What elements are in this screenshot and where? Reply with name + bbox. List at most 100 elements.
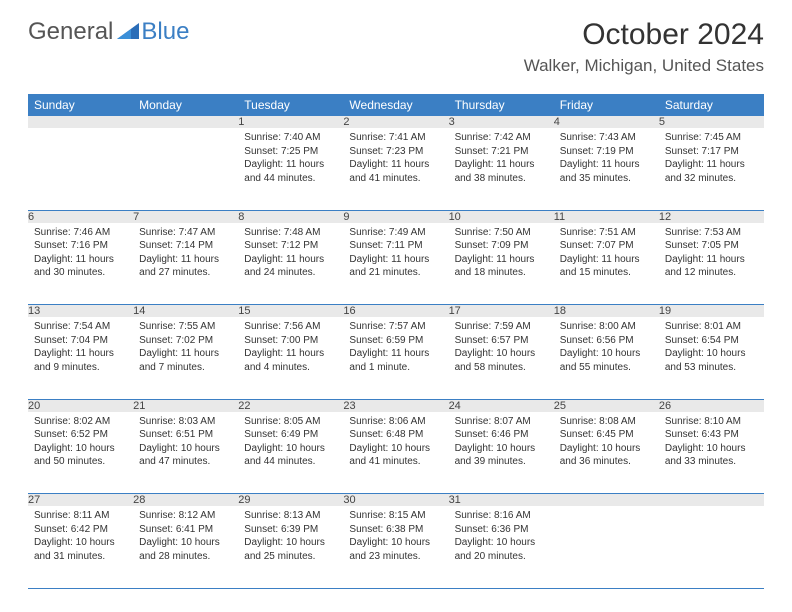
calendar-table: SundayMondayTuesdayWednesdayThursdayFrid… [28, 94, 764, 589]
logo-triangle-icon [117, 23, 139, 41]
day-details: Sunrise: 7:43 AMSunset: 7:19 PMDaylight:… [554, 128, 659, 189]
day-number: 27 [28, 494, 133, 507]
logo-text-general: General [28, 18, 113, 46]
day-number: 4 [554, 116, 659, 128]
empty-day-cell [133, 128, 238, 210]
day-details: Sunrise: 7:55 AMSunset: 7:02 PMDaylight:… [133, 317, 238, 378]
day-number: 19 [659, 305, 764, 318]
weekday-header: Friday [554, 94, 659, 116]
day-cell: Sunrise: 8:08 AMSunset: 6:45 PMDaylight:… [554, 412, 659, 494]
day-cell: Sunrise: 7:41 AMSunset: 7:23 PMDaylight:… [343, 128, 448, 210]
day-details: Sunrise: 7:40 AMSunset: 7:25 PMDaylight:… [238, 128, 343, 189]
empty-day-cell [28, 128, 133, 210]
day-number: 16 [343, 305, 448, 318]
day-details: Sunrise: 8:01 AMSunset: 6:54 PMDaylight:… [659, 317, 764, 378]
day-details: Sunrise: 8:08 AMSunset: 6:45 PMDaylight:… [554, 412, 659, 473]
day-body-row: Sunrise: 8:02 AMSunset: 6:52 PMDaylight:… [28, 412, 764, 494]
day-cell: Sunrise: 7:57 AMSunset: 6:59 PMDaylight:… [343, 317, 448, 399]
day-number-row: 12345 [28, 116, 764, 128]
day-number: 17 [449, 305, 554, 318]
day-number: 14 [133, 305, 238, 318]
day-cell: Sunrise: 8:10 AMSunset: 6:43 PMDaylight:… [659, 412, 764, 494]
weekday-header: Tuesday [238, 94, 343, 116]
header: General Blue October 2024 Walker, Michig… [28, 18, 764, 76]
day-number: 5 [659, 116, 764, 128]
day-details: Sunrise: 7:45 AMSunset: 7:17 PMDaylight:… [659, 128, 764, 189]
day-cell: Sunrise: 8:12 AMSunset: 6:41 PMDaylight:… [133, 506, 238, 588]
day-number: 20 [28, 399, 133, 412]
day-number: 10 [449, 210, 554, 223]
day-details: Sunrise: 8:12 AMSunset: 6:41 PMDaylight:… [133, 506, 238, 567]
day-details: Sunrise: 7:41 AMSunset: 7:23 PMDaylight:… [343, 128, 448, 189]
day-number: 9 [343, 210, 448, 223]
weekday-header-row: SundayMondayTuesdayWednesdayThursdayFrid… [28, 94, 764, 116]
day-body-row: Sunrise: 7:40 AMSunset: 7:25 PMDaylight:… [28, 128, 764, 210]
empty-day-number [659, 494, 764, 507]
empty-day-number [28, 116, 133, 128]
day-cell: Sunrise: 7:47 AMSunset: 7:14 PMDaylight:… [133, 223, 238, 305]
day-body-row: Sunrise: 7:54 AMSunset: 7:04 PMDaylight:… [28, 317, 764, 399]
day-cell: Sunrise: 8:03 AMSunset: 6:51 PMDaylight:… [133, 412, 238, 494]
day-number: 18 [554, 305, 659, 318]
day-number: 22 [238, 399, 343, 412]
weekday-header: Wednesday [343, 94, 448, 116]
day-details: Sunrise: 8:15 AMSunset: 6:38 PMDaylight:… [343, 506, 448, 567]
day-details: Sunrise: 8:00 AMSunset: 6:56 PMDaylight:… [554, 317, 659, 378]
day-number: 3 [449, 116, 554, 128]
day-body-row: Sunrise: 8:11 AMSunset: 6:42 PMDaylight:… [28, 506, 764, 588]
day-details: Sunrise: 8:03 AMSunset: 6:51 PMDaylight:… [133, 412, 238, 473]
day-number: 23 [343, 399, 448, 412]
empty-day-cell [659, 506, 764, 588]
day-details: Sunrise: 7:47 AMSunset: 7:14 PMDaylight:… [133, 223, 238, 284]
day-cell: Sunrise: 8:05 AMSunset: 6:49 PMDaylight:… [238, 412, 343, 494]
day-details: Sunrise: 8:13 AMSunset: 6:39 PMDaylight:… [238, 506, 343, 567]
day-number: 7 [133, 210, 238, 223]
day-cell: Sunrise: 8:02 AMSunset: 6:52 PMDaylight:… [28, 412, 133, 494]
day-cell: Sunrise: 8:07 AMSunset: 6:46 PMDaylight:… [449, 412, 554, 494]
day-details: Sunrise: 8:10 AMSunset: 6:43 PMDaylight:… [659, 412, 764, 473]
day-number: 13 [28, 305, 133, 318]
day-details: Sunrise: 7:53 AMSunset: 7:05 PMDaylight:… [659, 223, 764, 284]
day-details: Sunrise: 8:16 AMSunset: 6:36 PMDaylight:… [449, 506, 554, 567]
day-cell: Sunrise: 7:45 AMSunset: 7:17 PMDaylight:… [659, 128, 764, 210]
day-details: Sunrise: 7:50 AMSunset: 7:09 PMDaylight:… [449, 223, 554, 284]
day-number: 6 [28, 210, 133, 223]
day-details: Sunrise: 8:02 AMSunset: 6:52 PMDaylight:… [28, 412, 133, 473]
day-cell: Sunrise: 8:01 AMSunset: 6:54 PMDaylight:… [659, 317, 764, 399]
day-cell: Sunrise: 8:16 AMSunset: 6:36 PMDaylight:… [449, 506, 554, 588]
day-number: 2 [343, 116, 448, 128]
weekday-header: Thursday [449, 94, 554, 116]
day-number: 11 [554, 210, 659, 223]
day-details: Sunrise: 8:11 AMSunset: 6:42 PMDaylight:… [28, 506, 133, 567]
day-number: 21 [133, 399, 238, 412]
day-details: Sunrise: 7:46 AMSunset: 7:16 PMDaylight:… [28, 223, 133, 284]
day-number: 24 [449, 399, 554, 412]
logo: General Blue [28, 18, 189, 46]
day-details: Sunrise: 7:54 AMSunset: 7:04 PMDaylight:… [28, 317, 133, 378]
day-number: 15 [238, 305, 343, 318]
weekday-header: Monday [133, 94, 238, 116]
day-cell: Sunrise: 7:40 AMSunset: 7:25 PMDaylight:… [238, 128, 343, 210]
day-cell: Sunrise: 7:56 AMSunset: 7:00 PMDaylight:… [238, 317, 343, 399]
day-cell: Sunrise: 7:43 AMSunset: 7:19 PMDaylight:… [554, 128, 659, 210]
day-number: 30 [343, 494, 448, 507]
empty-day-cell [554, 506, 659, 588]
day-number-row: 2728293031 [28, 494, 764, 507]
logo-text-blue: Blue [141, 18, 189, 46]
day-details: Sunrise: 7:57 AMSunset: 6:59 PMDaylight:… [343, 317, 448, 378]
empty-day-number [133, 116, 238, 128]
day-cell: Sunrise: 7:59 AMSunset: 6:57 PMDaylight:… [449, 317, 554, 399]
day-cell: Sunrise: 7:51 AMSunset: 7:07 PMDaylight:… [554, 223, 659, 305]
month-title: October 2024 [524, 18, 764, 52]
title-block: October 2024 Walker, Michigan, United St… [524, 18, 764, 76]
day-cell: Sunrise: 7:49 AMSunset: 7:11 PMDaylight:… [343, 223, 448, 305]
day-cell: Sunrise: 8:11 AMSunset: 6:42 PMDaylight:… [28, 506, 133, 588]
day-cell: Sunrise: 8:00 AMSunset: 6:56 PMDaylight:… [554, 317, 659, 399]
day-details: Sunrise: 7:42 AMSunset: 7:21 PMDaylight:… [449, 128, 554, 189]
day-number: 12 [659, 210, 764, 223]
day-number: 8 [238, 210, 343, 223]
day-details: Sunrise: 8:07 AMSunset: 6:46 PMDaylight:… [449, 412, 554, 473]
day-cell: Sunrise: 7:50 AMSunset: 7:09 PMDaylight:… [449, 223, 554, 305]
location: Walker, Michigan, United States [524, 56, 764, 76]
day-number: 25 [554, 399, 659, 412]
